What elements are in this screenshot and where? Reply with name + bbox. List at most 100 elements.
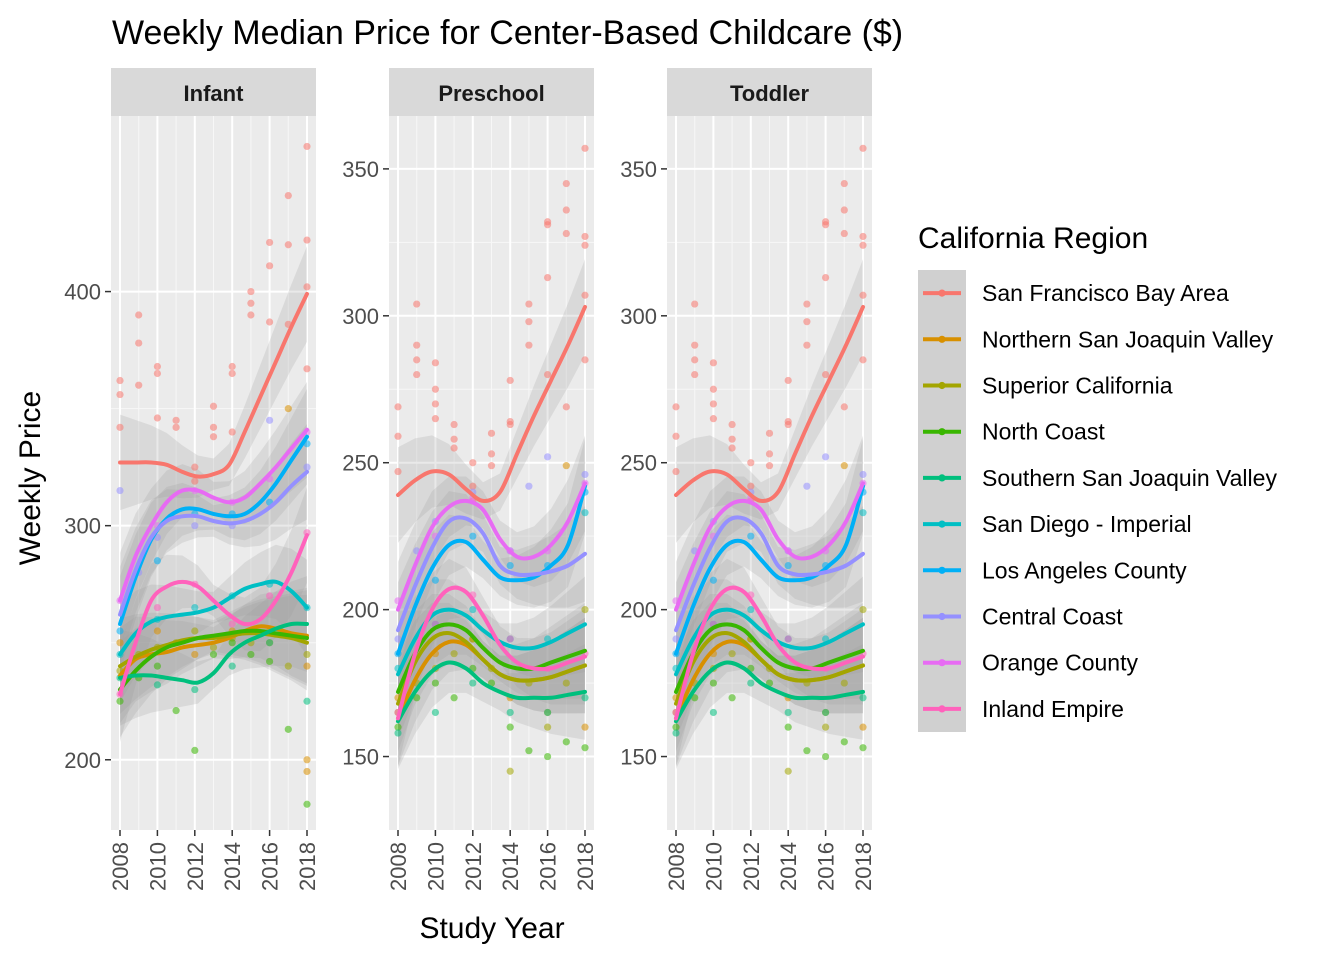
point-southern-san-joaquin-valley (191, 685, 199, 694)
point-san-diego-imperial (191, 604, 199, 612)
ribbon-san-francisco-bay-area (120, 246, 307, 511)
point-san-francisco-bay-area (562, 206, 570, 214)
point-san-francisco-bay-area (544, 274, 552, 282)
point-san-diego-imperial (581, 509, 589, 517)
point-central-coast (303, 463, 311, 471)
point-san-francisco-bay-area (859, 232, 867, 241)
point-san-francisco-bay-area (691, 356, 699, 364)
point-san-francisco-bay-area (431, 385, 439, 393)
point-los-angeles-county (506, 561, 514, 570)
ribbon-orange-county (398, 435, 585, 658)
legend-label: Los Angeles County (982, 557, 1187, 583)
point-san-francisco-bay-area (581, 356, 589, 364)
legend-key-point (938, 335, 946, 343)
trend-line-superior-california (396, 631, 587, 706)
point-san-francisco-bay-area (394, 403, 402, 411)
point-north-coast (709, 679, 718, 687)
point-san-francisco-bay-area (803, 300, 811, 308)
x-tick-label: 2010 (145, 842, 170, 891)
point-san-francisco-bay-area (153, 362, 161, 371)
x-tick-label: 2012 (461, 842, 486, 891)
ribbon-san-diego-imperial (676, 576, 863, 723)
point-san-francisco-bay-area (413, 356, 421, 364)
trend-line-los-angeles-county (396, 484, 587, 656)
point-san-francisco-bay-area (562, 179, 570, 188)
facet-strip-label: Infant (184, 81, 245, 106)
point-san-francisco-bay-area (709, 400, 718, 408)
point-north-coast (153, 662, 161, 670)
point-san-francisco-bay-area (172, 423, 180, 431)
point-superior-california (784, 767, 792, 775)
point-north-coast (784, 723, 792, 731)
legend-label: San Francisco Bay Area (982, 280, 1229, 306)
trend-line-los-angeles-county (674, 484, 865, 656)
point-north-coast (394, 723, 402, 731)
point-san-francisco-bay-area (209, 402, 218, 410)
point-central-coast (822, 453, 830, 461)
data-points (672, 144, 867, 775)
point-superior-california (859, 606, 867, 614)
point-inland-empire (506, 635, 514, 643)
trend-line-inland-empire (396, 585, 587, 721)
point-san-francisco-bay-area (822, 370, 830, 379)
point-northern-san-joaquin-valley (153, 627, 161, 635)
point-san-francisco-bay-area (562, 229, 570, 238)
point-superior-california (450, 650, 458, 658)
point-southern-san-joaquin-valley (153, 681, 161, 689)
x-tick-label: 2014 (498, 842, 523, 891)
x-tick-label: 2016 (258, 842, 283, 891)
x-tick-label: 2016 (814, 842, 839, 891)
point-san-francisco-bay-area (544, 221, 552, 229)
x-tick-label: 2008 (386, 842, 411, 891)
point-north-coast (284, 725, 292, 733)
y-tick-label: 300 (64, 514, 101, 539)
x-tick-label: 2016 (536, 842, 561, 891)
point-san-francisco-bay-area (562, 403, 570, 411)
trend-line-central-coast (118, 469, 309, 617)
point-superior-california (840, 679, 848, 687)
point-san-francisco-bay-area (803, 318, 811, 326)
x-tick-label: 2014 (776, 842, 801, 891)
point-superior-california (506, 767, 514, 775)
ribbon-northern-san-joaquin-valley (676, 611, 863, 767)
trend-line-san-diego-imperial (118, 579, 309, 657)
point-northern-san-joaquin-valley (581, 723, 589, 731)
point-central-coast (394, 635, 402, 643)
point-southern-san-joaquin-valley (822, 708, 830, 717)
trend-lines (396, 304, 587, 724)
legend-item-orange-county: Orange County (923, 650, 1138, 676)
point-san-francisco-bay-area (450, 444, 458, 452)
point-northern-san-joaquin-valley (116, 639, 124, 647)
point-north-coast (822, 752, 830, 761)
point-san-francisco-bay-area (506, 376, 514, 385)
point-north-coast (116, 697, 124, 705)
point-san-francisco-bay-area (247, 311, 255, 319)
y-tick-label: 400 (64, 280, 101, 305)
panel-preschool: Preschool 150 200 250 300 350 2008 2010 2012 2014… (342, 68, 598, 891)
point-san-francisco-bay-area (303, 236, 311, 244)
trend-line-north-coast (118, 628, 309, 692)
legend-key-point (938, 520, 946, 528)
point-north-coast (431, 679, 439, 687)
point-san-francisco-bay-area (209, 433, 218, 441)
point-san-francisco-bay-area (728, 420, 736, 429)
point-san-francisco-bay-area (303, 142, 311, 151)
point-inland-empire (153, 604, 161, 612)
x-tick-label: 2010 (701, 842, 726, 891)
trend-line-san-francisco-bay-area (396, 304, 587, 503)
point-san-francisco-bay-area (228, 362, 236, 371)
point-north-coast (228, 639, 236, 647)
ribbon-central-coast (676, 491, 863, 679)
legend-item-superior-california: Superior California (923, 373, 1173, 399)
ribbon-orange-county (676, 435, 863, 658)
x-tick-label: 2010 (423, 842, 448, 891)
point-san-francisco-bay-area (153, 369, 161, 378)
point-san-francisco-bay-area (394, 467, 402, 476)
trend-line-central-coast (674, 515, 865, 633)
panel-toddler: Toddler 150 200 250 300 350 2008 2010 2012 2014 20… (620, 68, 876, 891)
facet-strip (111, 68, 316, 116)
point-san-francisco-bay-area (487, 429, 496, 437)
facet-strip-label: Preschool (438, 81, 544, 106)
ribbon-northern-san-joaquin-valley (398, 611, 585, 767)
point-north-coast (562, 738, 570, 746)
